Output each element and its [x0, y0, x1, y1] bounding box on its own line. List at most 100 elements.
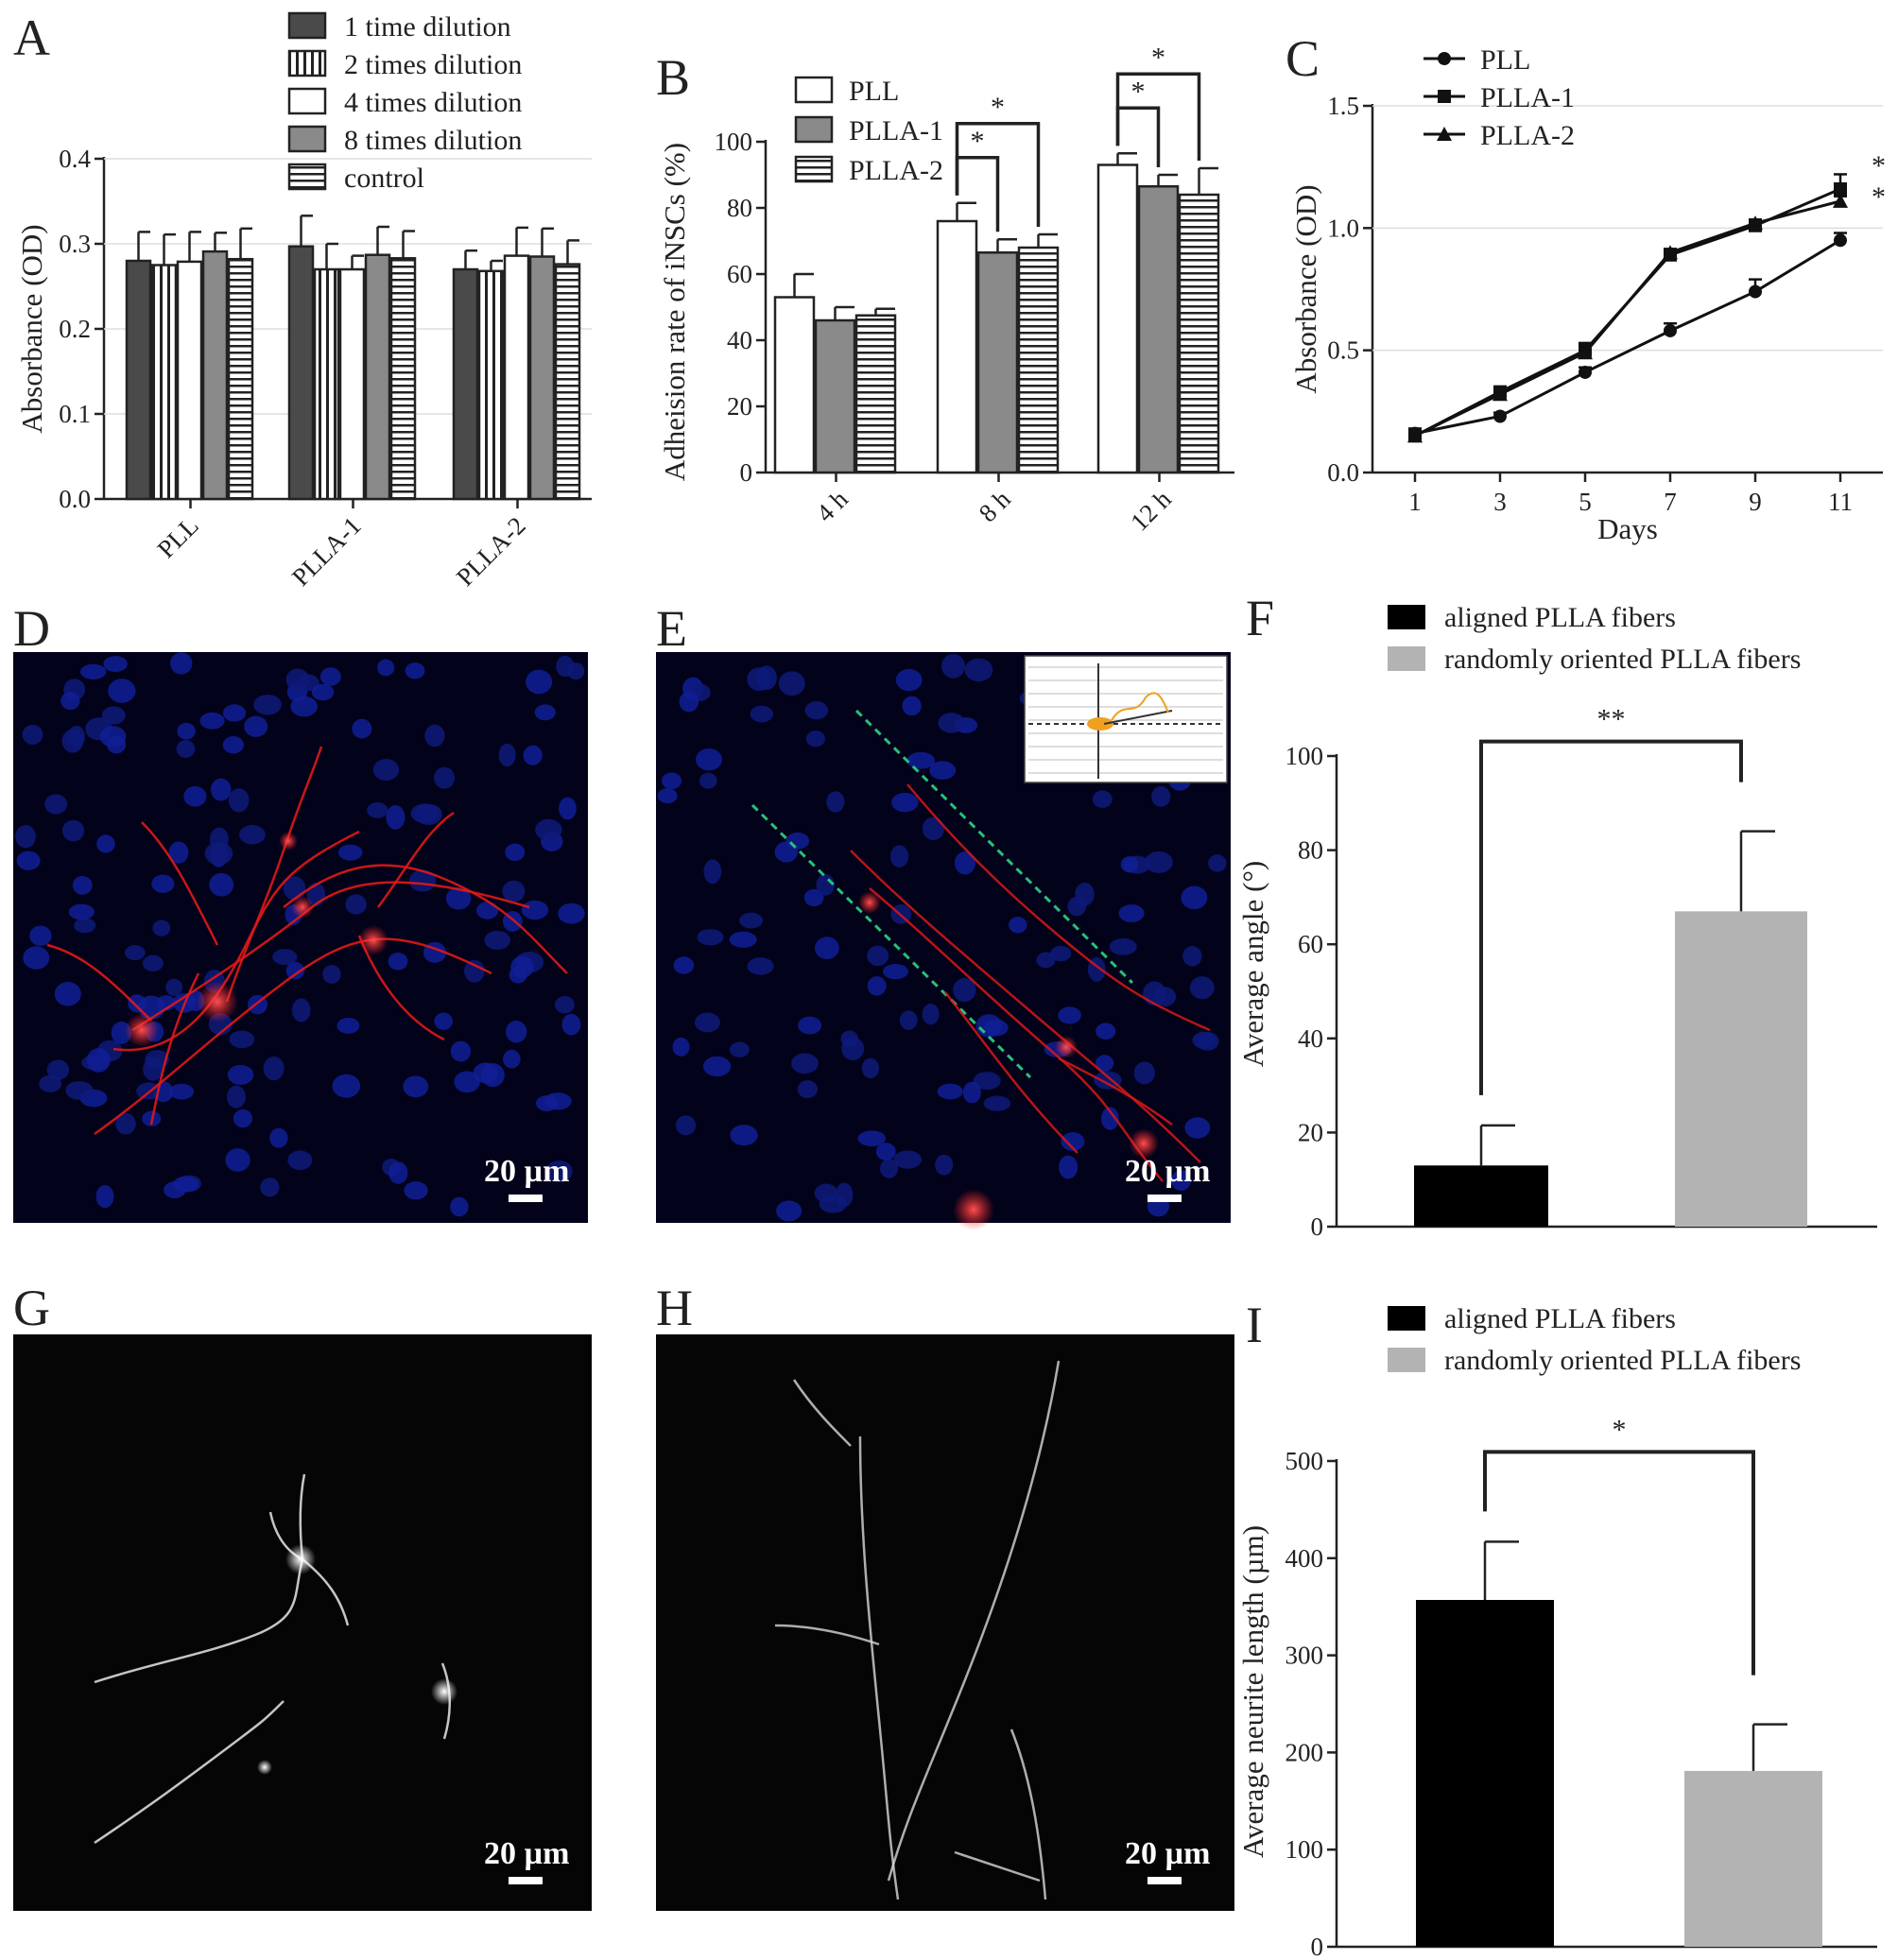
nucleus [319, 667, 341, 686]
nucleus [891, 792, 919, 813]
nucleus [86, 1048, 111, 1073]
bar [1096, 163, 1139, 474]
legend-swatch [794, 155, 834, 183]
scale-bar-label-d: 20 µm [484, 1154, 569, 1189]
nucleus [1036, 952, 1056, 969]
cell-body [197, 981, 238, 1023]
bar [773, 296, 816, 474]
nucleus [424, 724, 445, 748]
bar [554, 263, 581, 501]
nucleus [883, 964, 908, 980]
neurite [906, 783, 1211, 1032]
nucleus [791, 1053, 819, 1075]
nucleus [311, 683, 335, 701]
nucleus [657, 788, 678, 804]
legend-swatch [287, 87, 327, 115]
nucleus [559, 797, 577, 820]
marker [1834, 233, 1847, 248]
panel-letter-f: F [1246, 590, 1274, 646]
nucleus [15, 825, 36, 849]
nucleus [867, 945, 889, 967]
legend-swatch [287, 11, 327, 40]
legend-label: PLL [849, 76, 899, 107]
nucleus [16, 851, 41, 870]
nucleus [1189, 976, 1215, 1000]
nucleus [29, 925, 52, 946]
nucleus [108, 679, 136, 703]
nucleus [269, 1127, 288, 1148]
nucleus [929, 761, 957, 781]
neurite [94, 1700, 285, 1845]
nucleus [124, 944, 146, 961]
marker [1663, 245, 1678, 260]
y-axis-title: Average neurite length (µm) [1236, 1525, 1269, 1858]
annotation: * [1872, 181, 1886, 213]
marker [1407, 428, 1423, 443]
nucleus [662, 772, 682, 790]
nucleus [935, 1154, 954, 1176]
y-tick-label: 0.3 [59, 230, 91, 258]
y-tick-label: 40 [1298, 1024, 1323, 1053]
panel-letter-h: H [656, 1280, 693, 1336]
nucleus [962, 1081, 981, 1104]
scale-bar-g: 20 µm [484, 1836, 569, 1884]
nucleus [484, 930, 510, 951]
bar [528, 255, 556, 501]
nucleus [797, 1080, 819, 1099]
x-tick-label: PLL [152, 511, 204, 563]
nucleus [697, 929, 724, 946]
nucleus [803, 888, 824, 907]
legend-label: 1 time dilution [344, 11, 511, 43]
nucleus [558, 903, 585, 924]
bar [936, 219, 978, 474]
nucleus [169, 1083, 195, 1100]
neurite [774, 1624, 880, 1646]
nucleus [260, 1178, 280, 1197]
legend-label: PLLA-2 [849, 155, 943, 186]
nucleus [225, 1148, 250, 1172]
nucleus [227, 1064, 254, 1085]
panel-letter-e: E [656, 600, 687, 657]
nucleus [209, 872, 234, 897]
bar [287, 245, 315, 501]
neurite [94, 937, 492, 1136]
neurite [440, 1662, 451, 1740]
y-axis-title: Average angle (°) [1236, 861, 1269, 1067]
nucleus [386, 804, 405, 830]
nucleus [96, 834, 115, 853]
annotation: * [1872, 150, 1886, 181]
nucleus [556, 655, 575, 678]
nucleus [673, 956, 695, 974]
nucleus [168, 841, 189, 864]
micrograph-d [13, 652, 588, 1223]
nucleus [776, 1200, 802, 1222]
neurite [112, 830, 360, 1052]
neurite [376, 811, 455, 908]
legend-label: PLLA-2 [1480, 120, 1575, 151]
legend-label: PLL [1480, 44, 1530, 76]
y-tick-label: 0.0 [59, 485, 91, 513]
bar [854, 314, 897, 474]
nucleus [372, 759, 400, 782]
nucleus [352, 718, 372, 739]
nucleus [322, 964, 341, 984]
series-line [1414, 199, 1841, 438]
nucleus [702, 1056, 732, 1077]
legend-swatch [287, 163, 327, 191]
legend-label: 2 times dilution [344, 49, 522, 80]
nucleus [228, 788, 250, 813]
y-tick-label: 1.0 [1327, 214, 1359, 242]
nucleus [679, 691, 699, 713]
nucleus [388, 953, 408, 971]
nucleus [239, 824, 266, 845]
nucleus [410, 803, 440, 824]
nucleus [983, 1095, 1011, 1111]
nucleus [1120, 856, 1139, 873]
micrograph-e [656, 652, 1231, 1230]
nucleus [99, 726, 127, 748]
nucleus [476, 902, 499, 920]
nucleus [291, 998, 311, 1023]
nucleus [895, 668, 923, 692]
nucleus [1109, 937, 1137, 955]
bar [176, 260, 203, 501]
